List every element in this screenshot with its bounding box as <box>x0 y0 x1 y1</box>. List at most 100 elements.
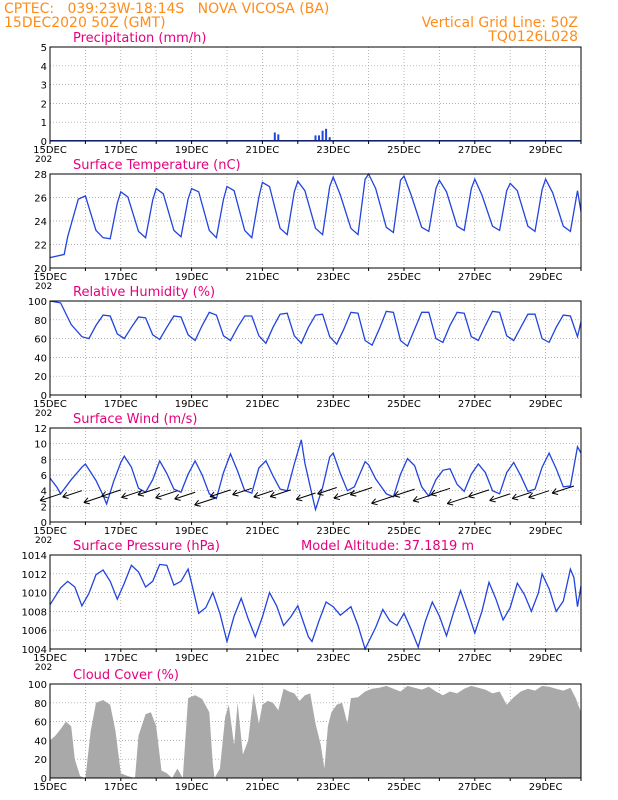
precip-xtick-label: 17DEC <box>104 145 138 156</box>
press-ytick-label: 1014 <box>22 551 47 562</box>
wind-arrow <box>468 489 490 499</box>
temp-frame <box>49 173 582 269</box>
rh-xtick-label: 25DEC <box>387 399 421 410</box>
temp-ytick-label: 28 <box>34 170 47 181</box>
wind-ytick-label: 6 <box>41 471 47 482</box>
press-xtick-label: 17DEC <box>104 653 138 664</box>
cloud-xtick-label: 15DEC <box>33 782 67 793</box>
temp-ytick-label: 20 <box>34 264 47 275</box>
temp-series-line <box>49 172 582 259</box>
wind-xtick-label: 23DEC <box>316 526 350 537</box>
precip-xtick-label: 23DEC <box>316 145 350 156</box>
precip-bar <box>273 132 276 141</box>
press-ytick-label: 1008 <box>22 607 47 618</box>
wind-arrow <box>253 490 274 499</box>
temp-xtick-label: 25DEC <box>387 272 421 283</box>
rh-ytick-label: 40 <box>34 353 47 364</box>
press-panel <box>49 554 582 652</box>
wind-xtick-label: 29DEC <box>529 526 563 537</box>
wind-xtick-label: 25DEC <box>387 526 421 537</box>
press-xtick-label: 25DEC <box>387 653 421 664</box>
rh-ytick-label: 0 <box>41 391 47 402</box>
wind-ytick-label: 4 <box>41 487 47 498</box>
wind-arrow <box>155 490 178 500</box>
wind-ytick-label: 0 <box>41 518 47 529</box>
press-xtick-label: 21DEC <box>246 653 280 664</box>
temp-xtick-label: 15DEC <box>33 272 67 283</box>
cloud-ytick-label: 0 <box>41 774 47 785</box>
wind-arrow <box>412 494 433 503</box>
rh-xtick-label: 19DEC <box>175 399 209 410</box>
rh-xtick-label: 23DEC <box>316 399 350 410</box>
rh-panel <box>49 300 582 398</box>
precip-xtick-label: 25DEC <box>387 145 421 156</box>
rh-xtick-label: 21DEC <box>246 399 280 410</box>
wind-xtick-label: 27DEC <box>458 526 492 537</box>
cloud-xtick-label: 27DEC <box>458 782 492 793</box>
temp-xtick-label: 27DEC <box>458 272 492 283</box>
wind-ytick-label: 2 <box>41 502 47 513</box>
rh-title: Relative Humidity (%) <box>73 285 215 300</box>
precip-xtick-label: 19DEC <box>175 145 209 156</box>
rh-xtick-label: 27DEC <box>458 399 492 410</box>
wind-arrow <box>121 490 143 500</box>
rh-series-line <box>49 300 582 348</box>
press-series-line <box>49 563 582 651</box>
press-xtick-label: 29DEC <box>529 653 563 664</box>
precip-bar <box>325 128 328 141</box>
cloud-frame <box>49 683 582 779</box>
press-ytick-label: 1004 <box>22 645 47 656</box>
precip-ytick-label: 5 <box>41 43 47 54</box>
cloud-panel <box>49 683 582 781</box>
cloud-ytick-label: 20 <box>34 755 47 766</box>
temp-ytick-label: 22 <box>34 241 47 252</box>
press-frame <box>49 554 582 650</box>
precip-frame <box>49 46 582 142</box>
wind-ytick-label: 10 <box>34 440 47 451</box>
wind-arrow <box>489 493 511 503</box>
wind-arrow <box>430 487 451 497</box>
wind-arrow <box>232 487 252 497</box>
temp-xtick-label: 29DEC <box>529 272 563 283</box>
wind-arrow <box>83 495 104 505</box>
wind-arrow <box>511 491 532 501</box>
precip-xtick-label: 27DEC <box>458 145 492 156</box>
precip-bar <box>328 137 331 141</box>
wind-xtick-label: 17DEC <box>104 526 138 537</box>
wind-xtick-label: 19DEC <box>175 526 209 537</box>
precip-bar <box>314 135 317 141</box>
precip-xtick-label: 21DEC <box>246 145 280 156</box>
press-ytick-label: 1010 <box>22 589 47 600</box>
precip-bar <box>277 134 280 141</box>
cloud-xtick-label: 23DEC <box>316 782 350 793</box>
wind-arrow <box>209 489 231 499</box>
temp-xtick-label: 21DEC <box>246 272 280 283</box>
temp-xtick-label: 17DEC <box>104 272 138 283</box>
cloud-ytick-label: 40 <box>34 736 47 747</box>
rh-ytick-label: 80 <box>34 316 47 327</box>
header-grid-line: Vertical Grid Line: 50Z <box>421 15 578 31</box>
precip-xtick-label: 15DEC <box>33 145 67 156</box>
precip-ytick-label: 3 <box>41 81 47 92</box>
wind-series-line <box>49 439 582 512</box>
precip-ytick-label: 4 <box>41 62 47 73</box>
wind-frame <box>49 427 582 523</box>
wind-arrow <box>194 497 217 507</box>
wind-arrow <box>528 490 550 500</box>
wind-arrow <box>295 492 316 502</box>
press-xtick-label: 19DEC <box>175 653 209 664</box>
wind-title: Surface Wind (m/s) <box>73 412 197 427</box>
rh-ytick-label: 60 <box>34 335 47 346</box>
press-year-label: 202 <box>35 663 52 673</box>
press-title-extra: Model Altitude: 37.1819 m <box>301 539 474 554</box>
wind-arrow <box>349 487 373 497</box>
precip-ytick-label: 2 <box>41 99 47 110</box>
rh-year-label: 202 <box>35 409 52 419</box>
wind-arrow <box>393 488 415 498</box>
temp-ytick-label: 24 <box>34 217 47 228</box>
wind-arrow <box>551 485 575 495</box>
header-station: CPTEC: 039:23W-18:14S NOVA VICOSA (BA) <box>4 1 330 17</box>
wind-ytick-label: 8 <box>41 455 47 466</box>
wind-arrow <box>269 489 291 499</box>
